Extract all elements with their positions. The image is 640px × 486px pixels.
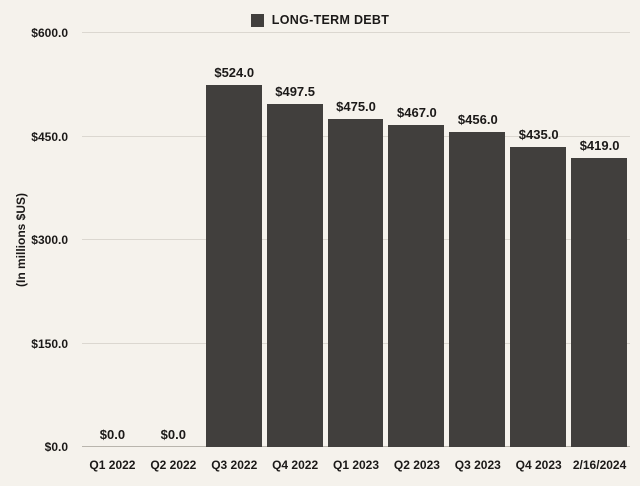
bar bbox=[266, 103, 323, 447]
gridline bbox=[82, 32, 630, 33]
bar-value-label: $419.0 bbox=[579, 137, 620, 153]
x-tick-label: Q4 2023 bbox=[515, 458, 562, 472]
bar-value-label: $475.0 bbox=[336, 99, 376, 115]
x-tick-label: Q2 2022 bbox=[150, 458, 197, 472]
bar bbox=[571, 157, 628, 447]
x-tick-label: Q1 2023 bbox=[332, 458, 380, 472]
bar-value-label: $497.5 bbox=[275, 83, 315, 99]
bar-group: $456.0 bbox=[447, 33, 508, 447]
legend-swatch bbox=[250, 13, 264, 27]
bar-group: $524.0 bbox=[204, 33, 265, 447]
x-tick-label: Q1 2022 bbox=[89, 458, 136, 472]
x-tick-label: Q3 2022 bbox=[211, 458, 258, 472]
y-tick-label: $600.0 bbox=[31, 26, 68, 40]
y-axis: $0.0 $150.0 $300.0 $450.0 $600.0 bbox=[0, 26, 74, 454]
y-tick-label: $0.0 bbox=[44, 440, 68, 454]
bars-container: $0.0 $0.0 $524.0 $497.5 $475.0 $467.0 $456.0 $4… bbox=[82, 33, 630, 447]
bar-group: $497.5 bbox=[265, 33, 326, 447]
x-tick-label: Q4 2022 bbox=[272, 458, 319, 472]
bar-value-label: $435.0 bbox=[518, 126, 559, 142]
x-axis: Q1 2022 Q2 2022 Q3 2022 Q4 2022 Q1 2023 Q2 20… bbox=[82, 456, 630, 474]
bar bbox=[327, 119, 384, 447]
bar bbox=[205, 85, 262, 447]
y-tick-label: $300.0 bbox=[31, 233, 68, 247]
bar-value-label: $467.0 bbox=[397, 104, 437, 120]
bar-value-label: $0.0 bbox=[160, 427, 186, 442]
bar-value-label: $0.0 bbox=[99, 427, 126, 442]
bar-group: $467.0 bbox=[386, 33, 447, 447]
bar-group: $475.0 bbox=[326, 33, 387, 447]
x-tick-label: 2/16/2024 bbox=[572, 458, 627, 472]
legend-label: LONG-TERM DEBT bbox=[271, 13, 390, 27]
y-tick-label: $450.0 bbox=[31, 129, 68, 144]
bar bbox=[388, 124, 445, 447]
bar bbox=[449, 132, 506, 447]
plot-area: $0.0 $0.0 $524.0 $497.5 $475.0 $467.0 $456.0 $4… bbox=[82, 32, 630, 447]
x-tick-label: Q3 2023 bbox=[454, 458, 501, 472]
x-tick-label: Q2 2023 bbox=[393, 458, 440, 472]
legend: LONG-TERM DEBT bbox=[0, 13, 640, 27]
bar-value-label: $524.0 bbox=[214, 65, 255, 81]
y-tick-label: $150.0 bbox=[31, 336, 68, 351]
bar-group: $435.0 bbox=[508, 33, 569, 447]
bar-group: $419.0 bbox=[569, 33, 630, 447]
bar bbox=[510, 146, 567, 447]
bar-group: $0.0 bbox=[82, 33, 143, 447]
bar-value-label: $456.0 bbox=[457, 112, 498, 128]
bar-group: $0.0 bbox=[143, 33, 204, 447]
